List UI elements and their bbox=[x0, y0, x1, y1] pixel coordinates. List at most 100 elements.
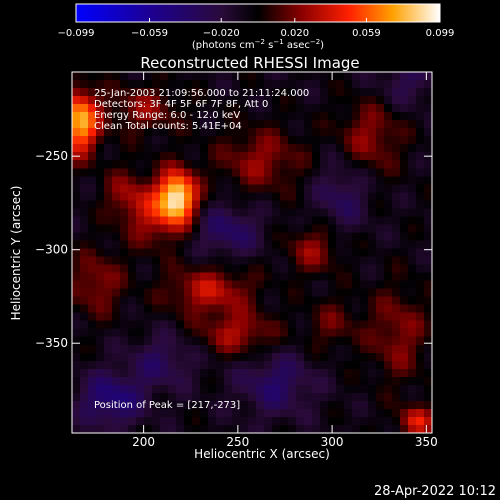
heatmap-cell bbox=[152, 200, 161, 209]
heatmap-cell bbox=[352, 264, 361, 273]
heatmap-cell bbox=[224, 400, 233, 410]
heatmap-cell bbox=[72, 360, 81, 370]
heatmap-cell bbox=[88, 320, 97, 330]
heatmap-cell bbox=[136, 72, 145, 81]
heatmap-cell bbox=[352, 288, 361, 297]
heatmap-cell bbox=[408, 368, 417, 378]
heatmap-cell bbox=[392, 192, 401, 201]
heatmap-cell bbox=[72, 232, 81, 241]
heatmap-cell bbox=[208, 192, 217, 201]
heatmap-cell bbox=[168, 80, 177, 89]
heatmap-cell bbox=[192, 296, 201, 305]
heatmap-cell bbox=[152, 368, 161, 378]
heatmap-cell bbox=[136, 80, 145, 89]
heatmap-cell bbox=[304, 136, 313, 145]
heatmap-cell bbox=[280, 112, 289, 121]
heatmap-cell bbox=[384, 136, 393, 145]
heatmap-cell bbox=[216, 328, 225, 338]
heatmap-cell bbox=[352, 312, 361, 321]
heatmap-cell bbox=[392, 80, 401, 89]
heatmap-cell bbox=[288, 136, 297, 145]
heatmap-cell bbox=[400, 208, 409, 217]
heatmap-cell bbox=[256, 408, 265, 418]
heatmap-cell bbox=[152, 104, 161, 113]
heatmap-cell bbox=[336, 192, 345, 201]
heatmap-cell bbox=[288, 400, 297, 410]
heatmap-cell bbox=[392, 272, 401, 281]
heatmap-cell bbox=[120, 256, 129, 265]
heatmap-cell bbox=[152, 352, 161, 362]
heatmap-cell bbox=[232, 272, 241, 281]
heatmap-cell bbox=[152, 360, 161, 370]
annotation-line: Detectors: 3F 4F 5F 6F 7F 8F, Att 0 bbox=[94, 99, 268, 110]
heatmap-cell bbox=[200, 320, 209, 330]
heatmap-cell bbox=[320, 88, 329, 97]
heatmap-cell bbox=[424, 272, 433, 281]
heatmap-cell bbox=[208, 392, 217, 402]
heatmap-cell bbox=[344, 400, 353, 410]
heatmap-cell bbox=[240, 320, 249, 330]
heatmap-cell bbox=[248, 392, 257, 402]
heatmap-cell bbox=[216, 120, 225, 129]
heatmap-cell bbox=[104, 96, 113, 105]
heatmap-cell bbox=[216, 160, 225, 169]
heatmap-cell bbox=[112, 288, 121, 297]
heatmap-cell bbox=[136, 240, 145, 249]
heatmap-cell bbox=[272, 152, 281, 161]
heatmap-cell bbox=[112, 352, 121, 362]
heatmap-cell bbox=[408, 136, 417, 145]
heatmap-cell bbox=[416, 304, 425, 313]
heatmap-cell bbox=[160, 400, 169, 410]
heatmap-cell bbox=[304, 72, 313, 81]
heatmap-cell bbox=[424, 320, 433, 330]
heatmap-cell bbox=[296, 384, 305, 394]
heatmap-cell bbox=[216, 208, 225, 217]
heatmap-cell bbox=[312, 104, 321, 113]
heatmap-cell bbox=[232, 200, 241, 209]
heatmap-cell bbox=[352, 160, 361, 169]
heatmap-cell bbox=[80, 72, 89, 81]
heatmap-cell bbox=[184, 104, 193, 113]
heatmap-cell bbox=[384, 184, 393, 193]
heatmap-cell bbox=[120, 352, 129, 362]
heatmap-cell bbox=[72, 368, 81, 378]
heatmap-cell bbox=[272, 272, 281, 281]
heatmap-cell bbox=[88, 272, 97, 281]
heatmap-cell bbox=[216, 368, 225, 378]
heatmap-cell bbox=[112, 160, 121, 169]
heatmap-cell bbox=[264, 312, 273, 321]
heatmap-cell bbox=[184, 296, 193, 305]
heatmap-cell bbox=[112, 328, 121, 338]
heatmap-cell bbox=[344, 264, 353, 273]
heatmap-cell bbox=[384, 120, 393, 129]
heatmap-cell bbox=[216, 128, 225, 137]
heatmap-cell bbox=[184, 400, 193, 410]
heatmap-cell bbox=[336, 408, 345, 418]
heatmap-cell bbox=[232, 248, 241, 257]
heatmap-cell bbox=[248, 224, 257, 233]
heatmap-cell bbox=[264, 272, 273, 281]
heatmap-cell bbox=[296, 136, 305, 145]
heatmap-cell bbox=[272, 192, 281, 201]
heatmap-cell bbox=[352, 344, 361, 354]
heatmap-cell bbox=[424, 88, 433, 97]
heatmap-cell bbox=[368, 416, 377, 426]
heatmap-cell bbox=[152, 320, 161, 330]
heatmap-cell bbox=[120, 184, 129, 193]
heatmap-cell bbox=[168, 288, 177, 297]
heatmap-cell bbox=[168, 168, 177, 177]
heatmap-cell bbox=[280, 408, 289, 418]
heatmap-cell bbox=[352, 72, 361, 81]
heatmap-cell bbox=[296, 224, 305, 233]
heatmap-cell bbox=[200, 328, 209, 338]
colorbar-ticks: −0.099 −0.059 −0.020 0.020 0.059 0.099 bbox=[57, 18, 454, 39]
heatmap-cell bbox=[400, 280, 409, 289]
heatmap-cell bbox=[288, 224, 297, 233]
heatmap-cell bbox=[288, 240, 297, 249]
heatmap-cell bbox=[360, 232, 369, 241]
heatmap-cell bbox=[208, 104, 217, 113]
heatmap-cell bbox=[376, 352, 385, 362]
heatmap-cell bbox=[408, 232, 417, 241]
heatmap-cell bbox=[392, 104, 401, 113]
heatmap-cell bbox=[80, 224, 89, 233]
